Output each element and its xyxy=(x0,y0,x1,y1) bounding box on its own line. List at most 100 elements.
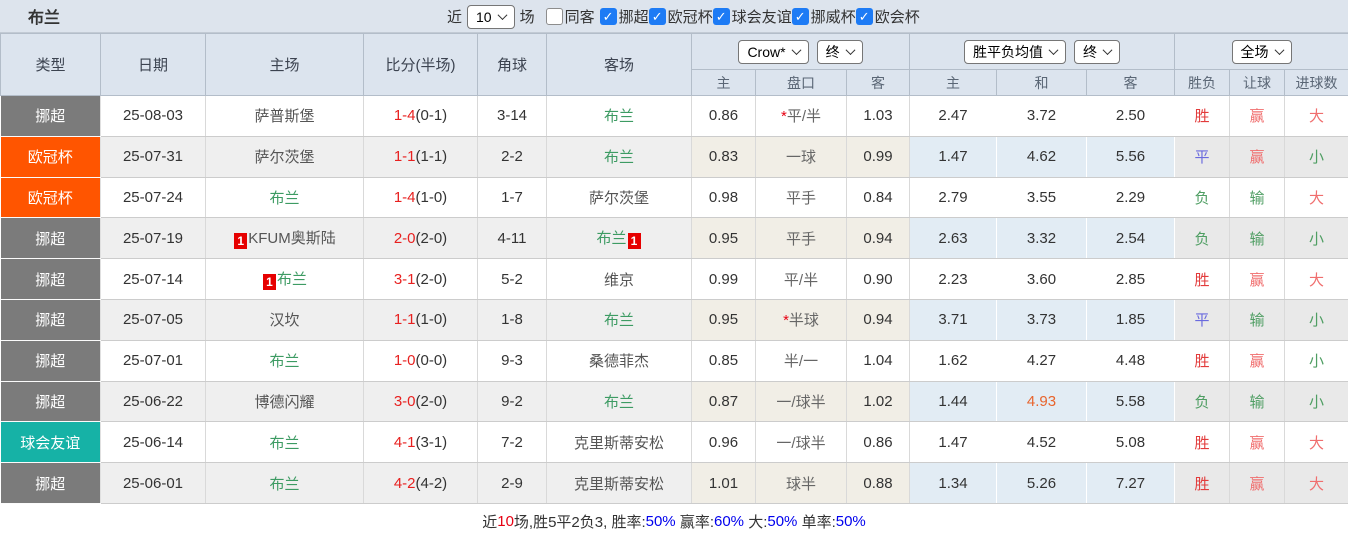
winlose-cell: 胜 xyxy=(1175,96,1230,137)
handicap-cell: 平手 xyxy=(756,177,847,218)
games-count-select[interactable]: 10 xyxy=(467,5,515,29)
half-score: (1-0) xyxy=(416,311,448,328)
summary-segment: 赢率: xyxy=(676,511,714,532)
summary-segment: 50% xyxy=(646,513,676,530)
avg-type-select[interactable]: 胜平负均值 xyxy=(964,40,1066,64)
handicap-cell: 一/球半 xyxy=(756,381,847,422)
subcol-odds-home: 主 xyxy=(692,70,756,96)
odds-home-cell: 0.98 xyxy=(692,177,756,218)
avg-home-cell: 2.63 xyxy=(910,218,997,259)
home-team-cell: 布兰 xyxy=(206,463,364,504)
full-score: 1-4 xyxy=(394,107,416,124)
winlose-cell: 负 xyxy=(1175,177,1230,218)
chevron-down-icon xyxy=(1049,45,1059,55)
avg-home-cell: 1.34 xyxy=(910,463,997,504)
col-header-date: 日期 xyxy=(101,34,206,96)
home-team-name: 萨尔茨堡 xyxy=(254,149,314,166)
result-group-header: 全场 xyxy=(1175,34,1348,70)
avg-away-cell: 5.58 xyxy=(1087,381,1175,422)
odds-away-cell: 0.84 xyxy=(847,177,910,218)
home-team-cell: 布兰 xyxy=(206,422,364,463)
scope-select[interactable]: 全场 xyxy=(1232,40,1292,64)
away-team-cell: 萨尔茨堡 xyxy=(547,177,692,218)
handicap-text: 一球 xyxy=(786,149,816,166)
subcol-avg-draw: 和 xyxy=(997,70,1087,96)
avg-draw-cell: 4.52 xyxy=(997,422,1087,463)
avg-away-cell: 5.08 xyxy=(1087,422,1175,463)
score-cell: 1-4(0-1) xyxy=(364,96,478,137)
winlose-cell: 负 xyxy=(1175,381,1230,422)
league-checkbox[interactable]: ✓ xyxy=(713,8,730,25)
winlose-cell: 平 xyxy=(1175,136,1230,177)
odds-away-cell: 0.94 xyxy=(847,299,910,340)
away-team-cell: 克里斯蒂安松 xyxy=(547,463,692,504)
odds-time-select[interactable]: 终 xyxy=(817,40,863,64)
goals-result-cell: 小 xyxy=(1285,136,1348,177)
away-team-name: 布兰 xyxy=(604,149,634,166)
goals-result-cell: 小 xyxy=(1285,381,1348,422)
chevron-down-icon xyxy=(1103,45,1113,55)
half-score: (2-0) xyxy=(416,230,448,247)
handicap-result-cell: 赢 xyxy=(1230,259,1285,300)
subcol-avg-home: 主 xyxy=(910,70,997,96)
corner-cell: 9-2 xyxy=(478,381,547,422)
subcol-winlose: 胜负 xyxy=(1175,70,1230,96)
avg-draw-cell: 3.55 xyxy=(997,177,1087,218)
league-checkbox[interactable]: ✓ xyxy=(856,8,873,25)
handicap-text: 一/球半 xyxy=(776,435,825,452)
goals-result-cell: 小 xyxy=(1285,299,1348,340)
league-label: 欧会杯 xyxy=(875,6,920,27)
avg-away-cell: 2.54 xyxy=(1087,218,1175,259)
full-score: 1-1 xyxy=(394,148,416,165)
half-score: (0-1) xyxy=(416,107,448,124)
odds-home-cell: 0.83 xyxy=(692,136,756,177)
chevron-down-icon xyxy=(1274,45,1284,55)
handicap-cell: *平/半 xyxy=(756,96,847,137)
league-checkbox[interactable]: ✓ xyxy=(600,8,617,25)
away-team-cell: 布兰 xyxy=(547,96,692,137)
league-label: 球会友谊 xyxy=(732,6,792,27)
summary-segment: 60% xyxy=(714,513,744,530)
avg-time-select[interactable]: 终 xyxy=(1074,40,1120,64)
games-count-value: 10 xyxy=(476,9,492,25)
handicap-cell: 一球 xyxy=(756,136,847,177)
handicap-result-cell: 输 xyxy=(1230,381,1285,422)
same-venue-checkbox[interactable] xyxy=(546,8,563,25)
home-team-cell: 博德闪耀 xyxy=(206,381,364,422)
avg-home-cell: 1.47 xyxy=(910,136,997,177)
odds-company-select[interactable]: Crow* xyxy=(738,40,808,64)
avg-draw-cell: 3.73 xyxy=(997,299,1087,340)
odds-away-cell: 0.88 xyxy=(847,463,910,504)
date-cell: 25-07-14 xyxy=(101,259,206,300)
home-team-cell: 萨普斯堡 xyxy=(206,96,364,137)
goals-result-cell: 大 xyxy=(1285,259,1348,300)
subcol-handicap-result: 让球 xyxy=(1230,70,1285,96)
filter-controls: 近 10 场 同客 ✓挪超✓欧冠杯✓球会友谊✓挪威杯✓欧会杯 xyxy=(447,0,920,33)
handicap-text: 平/半 xyxy=(787,108,821,125)
avg-home-cell: 2.79 xyxy=(910,177,997,218)
score-cell: 1-4(1-0) xyxy=(364,177,478,218)
league-checkbox[interactable]: ✓ xyxy=(649,8,666,25)
winlose-cell: 胜 xyxy=(1175,259,1230,300)
chevron-down-icon xyxy=(497,10,507,20)
col-header-home: 主场 xyxy=(206,34,364,96)
avg-home-cell: 1.44 xyxy=(910,381,997,422)
match-table: 类型 日期 主场 比分(半场) 角球 客场 Crow* 终 xyxy=(0,33,1348,504)
score-cell: 3-0(2-0) xyxy=(364,381,478,422)
league-checkbox[interactable]: ✓ xyxy=(792,8,809,25)
home-team-cell: 汉坎 xyxy=(206,299,364,340)
away-team-name: 布兰 xyxy=(604,108,634,125)
same-venue-label: 同客 xyxy=(565,6,595,27)
away-team-name: 克里斯蒂安松 xyxy=(574,476,664,493)
winlose-cell: 平 xyxy=(1175,299,1230,340)
full-score: 1-0 xyxy=(394,352,416,369)
handicap-text: 一/球半 xyxy=(776,394,825,411)
toolbar: 布兰 近 10 场 同客 ✓挪超✓欧冠杯✓球会友谊✓挪威杯✓欧会杯 xyxy=(0,0,1348,33)
away-team-cell: 维京 xyxy=(547,259,692,300)
match-type-cell: 欧冠杯 xyxy=(1,177,101,218)
